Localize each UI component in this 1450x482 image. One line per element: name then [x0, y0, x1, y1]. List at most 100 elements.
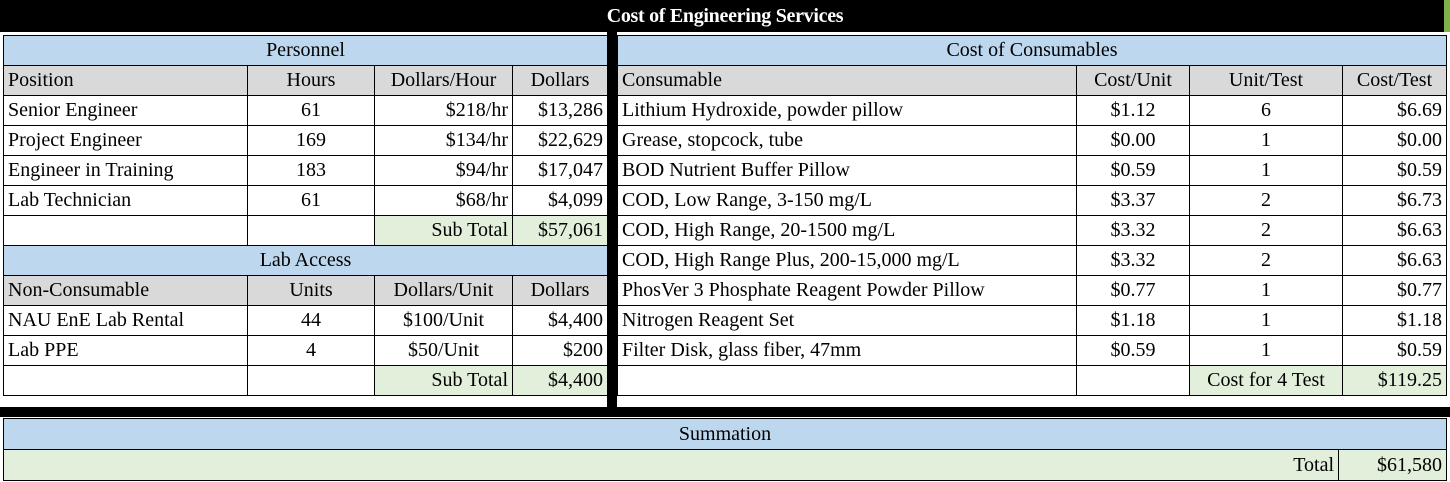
subtotal-label[interactable]: Sub Total — [374, 365, 513, 396]
cell-unit-test[interactable]: 1 — [1189, 335, 1343, 366]
cell-item[interactable]: NAU EnE Lab Rental — [3, 305, 248, 336]
cell-dollars[interactable]: $4,099 — [511, 185, 609, 216]
empty-cell[interactable] — [247, 365, 375, 396]
cell-cost-unit[interactable]: $3.37 — [1076, 185, 1190, 216]
col-units[interactable]: Units — [247, 275, 375, 306]
subtotal-row: Sub Total $4,400 — [3, 365, 609, 396]
cost-for-tests-value[interactable]: $119.25 — [1342, 365, 1447, 396]
cell-unit-test[interactable]: 1 — [1189, 305, 1343, 336]
cell-cost-test[interactable]: $6.69 — [1342, 95, 1447, 126]
cost-for-tests-label[interactable]: Cost for 4 Test — [1189, 365, 1343, 396]
cell-cost-test[interactable]: $0.59 — [1342, 155, 1447, 186]
cell-cost-unit[interactable]: $0.00 — [1076, 125, 1190, 156]
total-row: Cost for 4 Test $119.25 — [617, 365, 1447, 396]
cell-item[interactable]: Filter Disk, glass fiber, 47mm — [617, 335, 1077, 366]
cell-item[interactable]: COD, High Range Plus, 200-15,000 mg/L — [617, 245, 1077, 276]
personnel-section-header[interactable]: Personnel — [2, 35, 609, 66]
empty-cell[interactable] — [617, 365, 1077, 396]
cell-cost-unit[interactable]: $0.77 — [1076, 275, 1190, 306]
col-hours[interactable]: Hours — [247, 65, 375, 96]
cell-cost-unit[interactable]: $1.18 — [1076, 305, 1190, 336]
cell-rate[interactable]: $134/hr — [374, 125, 513, 156]
cell-position[interactable]: Project Engineer — [3, 125, 248, 156]
cell-unit-test[interactable]: 6 — [1189, 95, 1343, 126]
cell-cost-test[interactable]: $1.18 — [1342, 305, 1447, 336]
consumables-section-header[interactable]: Cost of Consumables — [617, 35, 1447, 66]
cell-item[interactable]: Lithium Hydroxide, powder pillow — [617, 95, 1077, 126]
cell-cost-test[interactable]: $0.00 — [1342, 125, 1447, 156]
cell-rate[interactable]: $218/hr — [374, 95, 513, 126]
col-position[interactable]: Position — [3, 65, 248, 96]
table-row: Engineer in Training 183 $94/hr $17,047 — [3, 155, 609, 186]
cell-hours[interactable]: 169 — [247, 125, 375, 156]
total-value[interactable]: $61,580 — [1337, 449, 1448, 481]
cell-cost-unit[interactable]: $0.59 — [1076, 155, 1190, 186]
cell-hours[interactable]: 61 — [247, 185, 375, 216]
cell-cost-unit[interactable]: $3.32 — [1076, 215, 1190, 246]
cell-unit-test[interactable]: 1 — [1189, 125, 1343, 156]
cell-cost-test[interactable]: $6.63 — [1342, 245, 1447, 276]
sheet-title: Cost of Engineering Services — [0, 0, 1450, 32]
col-cost-test[interactable]: Cost/Test — [1342, 65, 1447, 96]
subtotal-label[interactable]: Sub Total — [374, 215, 513, 246]
subtotal-value[interactable]: $57,061 — [511, 215, 609, 246]
cell-rate[interactable]: $94/hr — [374, 155, 513, 186]
subtotal-value[interactable]: $4,400 — [511, 365, 609, 396]
table-row: COD, High Range Plus, 200-15,000 mg/L $3.… — [617, 245, 1447, 276]
cell-rate[interactable]: $100/Unit — [374, 305, 513, 336]
cell-item[interactable]: Grease, stopcock, tube — [617, 125, 1077, 156]
col-dollars-unit[interactable]: Dollars/Unit — [374, 275, 513, 306]
cell-cost-unit[interactable]: $0.59 — [1076, 335, 1190, 366]
cell-item[interactable]: PhosVer 3 Phosphate Reagent Powder Pillo… — [617, 275, 1077, 306]
col-dollars[interactable]: Dollars — [511, 275, 609, 306]
cell-cost-test[interactable]: $0.59 — [1342, 335, 1447, 366]
col-dollars-hour[interactable]: Dollars/Hour — [374, 65, 513, 96]
col-cost-unit[interactable]: Cost/Unit — [1076, 65, 1190, 96]
cell-dollars[interactable]: $17,047 — [511, 155, 609, 186]
empty-cell[interactable] — [3, 365, 248, 396]
cell-item[interactable]: COD, Low Range, 3-150 mg/L — [617, 185, 1077, 216]
cell-item[interactable]: COD, High Range, 20-1500 mg/L — [617, 215, 1077, 246]
cell-unit-test[interactable]: 2 — [1189, 185, 1343, 216]
cell-item[interactable]: BOD Nutrient Buffer Pillow — [617, 155, 1077, 186]
cell-unit-test[interactable]: 2 — [1189, 215, 1343, 246]
cell-hours[interactable]: 183 — [247, 155, 375, 186]
cell-unit-test[interactable]: 1 — [1189, 275, 1343, 306]
cell-item[interactable]: Lab PPE — [3, 335, 248, 366]
table-row: BOD Nutrient Buffer Pillow $0.59 1 $0.59 — [617, 155, 1447, 186]
cell-cost-unit[interactable]: $1.12 — [1076, 95, 1190, 126]
col-consumable[interactable]: Consumable — [617, 65, 1077, 96]
cell-position[interactable]: Lab Technician — [3, 185, 248, 216]
cell-position[interactable]: Engineer in Training — [3, 155, 248, 186]
summation-section-header[interactable]: Summation — [2, 418, 1448, 450]
cell-cost-test[interactable]: $6.73 — [1342, 185, 1447, 216]
cell-dollars[interactable]: $4,400 — [511, 305, 609, 336]
cell-item[interactable]: Nitrogen Reagent Set — [617, 305, 1077, 336]
empty-cell[interactable] — [247, 215, 375, 246]
subtotal-row: Sub Total $57,061 — [3, 215, 609, 246]
empty-cell[interactable] — [3, 215, 248, 246]
cell-dollars[interactable]: $13,286 — [511, 95, 609, 126]
cell-unit-test[interactable]: 1 — [1189, 155, 1343, 186]
table-row: Lab PPE 4 $50/Unit $200 — [3, 335, 609, 366]
corner-marker — [1444, 0, 1450, 32]
cell-position[interactable]: Senior Engineer — [3, 95, 248, 126]
cell-units[interactable]: 4 — [247, 335, 375, 366]
empty-cell[interactable] — [1076, 365, 1190, 396]
cell-rate[interactable]: $50/Unit — [374, 335, 513, 366]
cell-hours[interactable]: 61 — [247, 95, 375, 126]
cell-cost-unit[interactable]: $3.32 — [1076, 245, 1190, 276]
lab-access-section-header[interactable]: Lab Access — [2, 245, 609, 276]
cell-units[interactable]: 44 — [247, 305, 375, 336]
total-label[interactable]: Total — [3, 449, 1339, 481]
col-unit-test[interactable]: Unit/Test — [1189, 65, 1343, 96]
col-dollars[interactable]: Dollars — [511, 65, 609, 96]
col-non-consumable[interactable]: Non-Consumable — [3, 275, 248, 306]
cell-dollars[interactable]: $22,629 — [511, 125, 609, 156]
section-divider — [607, 32, 617, 407]
cell-rate[interactable]: $68/hr — [374, 185, 513, 216]
cell-cost-test[interactable]: $6.63 — [1342, 215, 1447, 246]
cell-unit-test[interactable]: 2 — [1189, 245, 1343, 276]
cell-cost-test[interactable]: $0.77 — [1342, 275, 1447, 306]
cell-dollars[interactable]: $200 — [511, 335, 609, 366]
